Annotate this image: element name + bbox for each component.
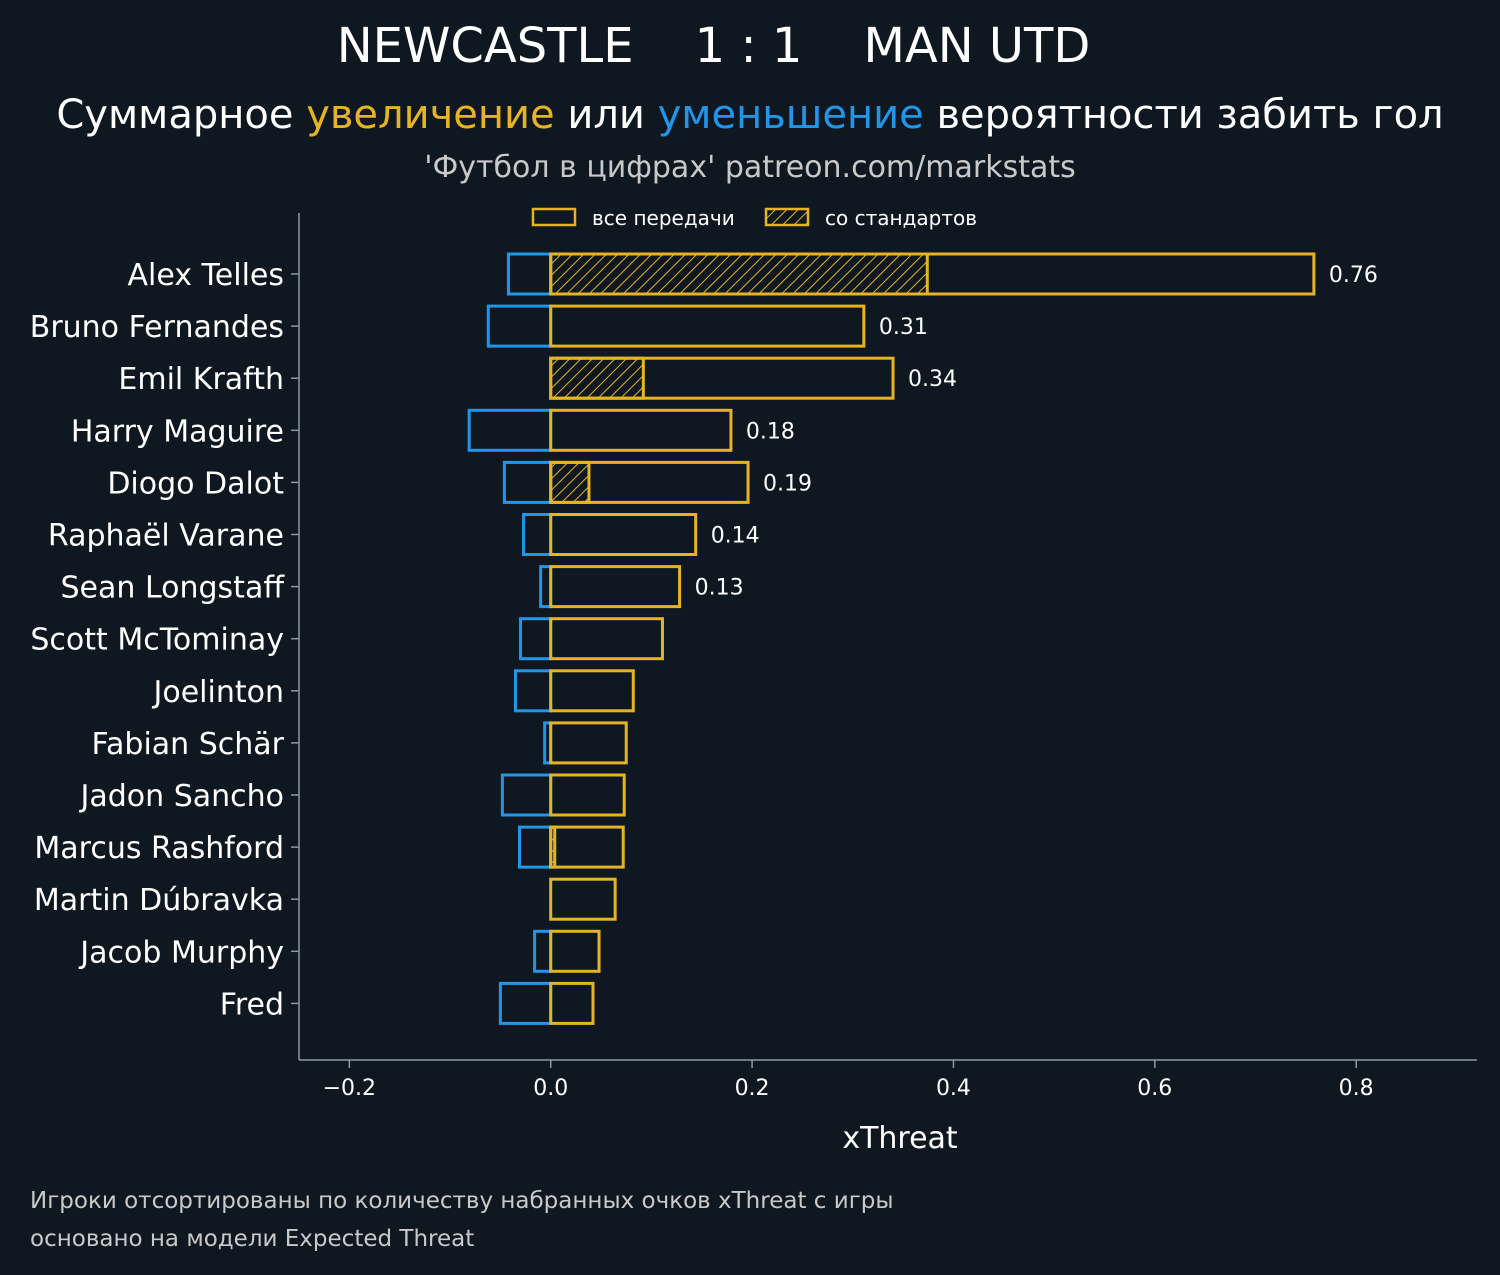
increase-bar bbox=[549, 773, 626, 817]
value-label: 0.19 bbox=[763, 471, 812, 496]
player-label: Jacob Murphy bbox=[78, 935, 284, 970]
player-label: Diogo Dalot bbox=[107, 466, 284, 501]
set-piece-bar bbox=[549, 356, 645, 400]
x-axis-label: xThreat bbox=[842, 1121, 958, 1156]
set-piece-bar bbox=[549, 825, 557, 869]
decrease-bar bbox=[486, 304, 553, 348]
player-label: Alex Telles bbox=[127, 258, 284, 293]
increase-bar bbox=[549, 669, 635, 713]
increase-bar bbox=[549, 981, 595, 1025]
increase-bar bbox=[549, 825, 625, 869]
x-tick-label: 0.8 bbox=[1339, 1076, 1374, 1101]
increase-bar bbox=[549, 929, 601, 973]
player-label: Emil Krafth bbox=[118, 362, 284, 397]
player-label: Bruno Fernandes bbox=[30, 310, 284, 345]
x-tick-label: 0.2 bbox=[735, 1076, 770, 1101]
player-label: Joelinton bbox=[152, 675, 284, 710]
legend-label-set-pieces: со стандартов bbox=[825, 206, 977, 230]
increase-bar bbox=[549, 408, 733, 452]
increase-bar bbox=[549, 304, 866, 348]
decrease-bar bbox=[519, 617, 553, 661]
subtitle-part3: вероятности забить гол bbox=[923, 92, 1444, 138]
increase-bar bbox=[549, 721, 628, 765]
decrease-bar bbox=[539, 565, 553, 609]
player-label: Fred bbox=[220, 987, 284, 1022]
subtitle-increase-word: увеличение bbox=[306, 92, 555, 138]
subtitle-part2: или bbox=[554, 92, 658, 138]
chart-title: NEWCASTLE 1 : 1 MAN UTD bbox=[336, 18, 1091, 74]
chart-labels: Alex Telles 0.76 Bruno Fernandes 0.31 Emil K… bbox=[30, 258, 1378, 1022]
decrease-bar bbox=[522, 513, 553, 556]
x-tick-label: 0.0 bbox=[533, 1076, 568, 1101]
player-label: Raphaël Varane bbox=[48, 519, 284, 554]
decrease-bar bbox=[513, 669, 553, 713]
x-tick-label: −0.2 bbox=[323, 1076, 376, 1101]
decrease-bar bbox=[467, 408, 553, 452]
chart-axes: −0.2 0.0 0.2 0.4 0.6 0.8 bbox=[291, 213, 1477, 1101]
chart-legend: все передачи со стандартов bbox=[531, 206, 977, 230]
subtitle-part1: Суммарное bbox=[56, 92, 307, 138]
decrease-bar bbox=[533, 929, 553, 973]
player-label: Jadon Sancho bbox=[79, 779, 284, 814]
footer-note-sorting: Игроки отсортированы по количеству набра… bbox=[30, 1188, 894, 1214]
increase-bar bbox=[549, 617, 664, 661]
x-tick-label: 0.4 bbox=[936, 1076, 971, 1101]
increase-bar bbox=[549, 565, 682, 609]
increase-bar bbox=[549, 877, 617, 921]
decrease-bar bbox=[517, 825, 553, 869]
player-label: Harry Maguire bbox=[71, 414, 284, 449]
chart-credit: 'Футбол в цифрах' patreon.com/markstats bbox=[424, 150, 1076, 185]
player-label: Fabian Schär bbox=[92, 727, 285, 762]
subtitle-decrease-word: уменьшение bbox=[657, 92, 924, 138]
chart-subtitle: Суммарное увеличение или уменьшение веро… bbox=[0, 92, 1500, 138]
value-label: 0.18 bbox=[746, 419, 795, 444]
increase-bar bbox=[549, 513, 698, 556]
chart-bars bbox=[467, 252, 1316, 1025]
decrease-bar bbox=[500, 773, 553, 817]
set-piece-bar bbox=[549, 460, 591, 504]
decrease-bar bbox=[498, 981, 553, 1025]
value-label: 0.14 bbox=[711, 524, 760, 549]
decrease-bar bbox=[506, 252, 553, 296]
value-label: 0.34 bbox=[908, 367, 957, 392]
player-label: Sean Longstaff bbox=[61, 571, 286, 606]
value-label: 0.13 bbox=[695, 576, 744, 601]
decrease-bar bbox=[502, 460, 553, 504]
set-piece-bar bbox=[549, 252, 929, 296]
x-tick-label: 0.6 bbox=[1137, 1076, 1172, 1101]
player-label: Marcus Rashford bbox=[34, 831, 284, 866]
footer-note-model: основано на модели Expected Threat bbox=[30, 1226, 475, 1252]
legend-label-all-passes: все передачи bbox=[592, 206, 735, 230]
value-label: 0.31 bbox=[879, 315, 928, 340]
value-label: 0.76 bbox=[1329, 263, 1378, 288]
player-label: Scott McTominay bbox=[30, 623, 284, 658]
legend-swatch-set-pieces bbox=[764, 207, 810, 227]
legend-swatch-all-passes bbox=[531, 207, 577, 227]
player-label: Martin Dúbravka bbox=[34, 883, 284, 918]
